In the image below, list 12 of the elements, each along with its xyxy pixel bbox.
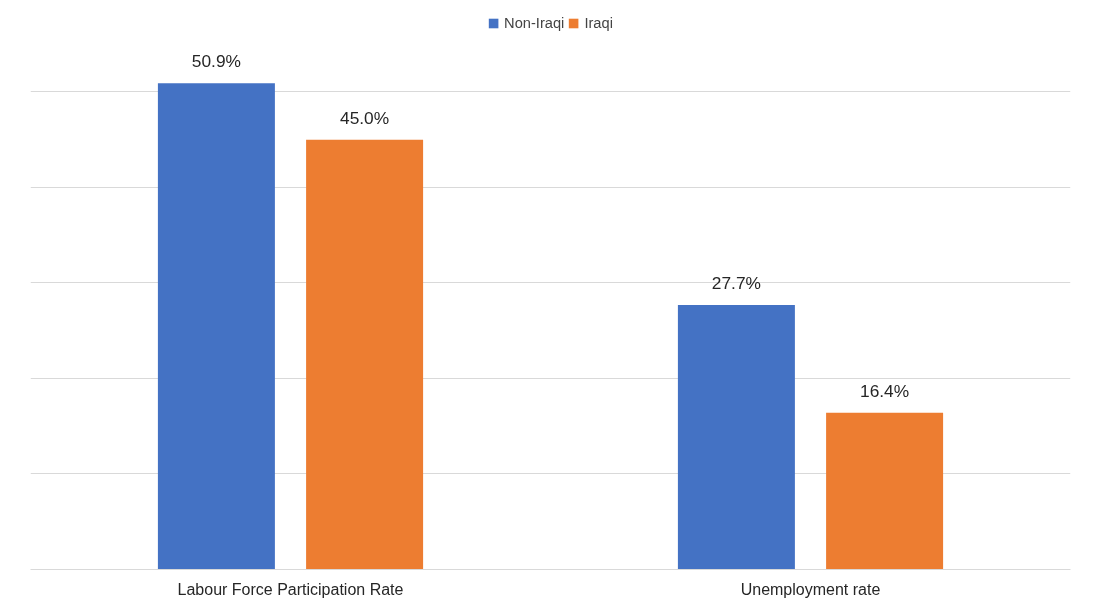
data-label: 27.7% xyxy=(711,272,761,293)
legend-label: Non-Iraqi xyxy=(504,15,565,31)
bar xyxy=(677,304,795,570)
legend-label: Iraqi xyxy=(584,15,613,31)
data-label: 16.4% xyxy=(860,380,910,401)
bar xyxy=(826,412,944,570)
x-tick-label: Labour Force Participation Rate xyxy=(177,580,404,598)
bar xyxy=(157,83,275,570)
bar xyxy=(306,139,424,570)
data-label: 50.9% xyxy=(191,51,241,72)
x-tick-label: Unemployment rate xyxy=(740,580,881,598)
data-label: 45.0% xyxy=(340,107,390,128)
